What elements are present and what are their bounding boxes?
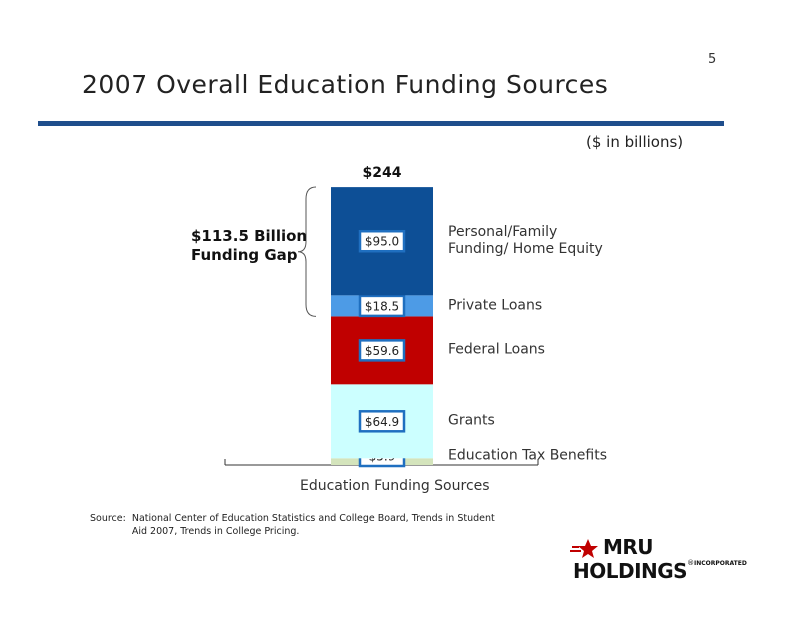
legend-label: Federal Loans — [448, 341, 545, 358]
logo-name: MRU HOLDINGS — [573, 535, 688, 583]
annotation-line: Funding Gap — [191, 246, 298, 264]
legend-label: Education Tax Benefits — [448, 447, 608, 464]
value-label-box — [358, 339, 406, 362]
source-text: National Center of Education Statistics … — [131, 513, 495, 537]
total-label: $244 — [363, 165, 402, 181]
value-label-box — [358, 294, 406, 318]
value-label: $18.5 — [365, 299, 399, 313]
x-axis-label: Education Funding Sources — [300, 478, 490, 494]
legend-label: Grants — [448, 412, 495, 429]
value-label: $64.9 — [365, 415, 399, 429]
value-label: $59.6 — [365, 344, 399, 358]
value-label-box — [358, 410, 406, 433]
source-note: Source: National Center of Education Sta… — [90, 512, 510, 538]
source-label: Source: — [90, 513, 126, 524]
annotation: $113.5 Billion Funding Gap — [191, 227, 307, 265]
slide-title: 2007 Overall Education Funding Sources — [82, 70, 609, 99]
legend-label: Personal/Family Funding/ Home Equity — [448, 224, 603, 258]
page-number: 5 — [708, 52, 717, 67]
title-rule — [38, 121, 724, 126]
logo-mark: ® — [687, 559, 695, 567]
legend-label: Private Loans — [448, 297, 543, 314]
logo-star — [570, 539, 598, 558]
annotation-line: $113.5 Billion — [191, 227, 308, 245]
logo-subtitle: INCORPORATED — [694, 560, 747, 567]
logo: MRU HOLDINGS® INCORPORATED — [573, 535, 748, 583]
bracket — [297, 186, 317, 317]
value-label-box — [358, 229, 406, 253]
units-note: ($ in billions) — [586, 133, 684, 151]
value-label: $95.0 — [365, 235, 399, 249]
